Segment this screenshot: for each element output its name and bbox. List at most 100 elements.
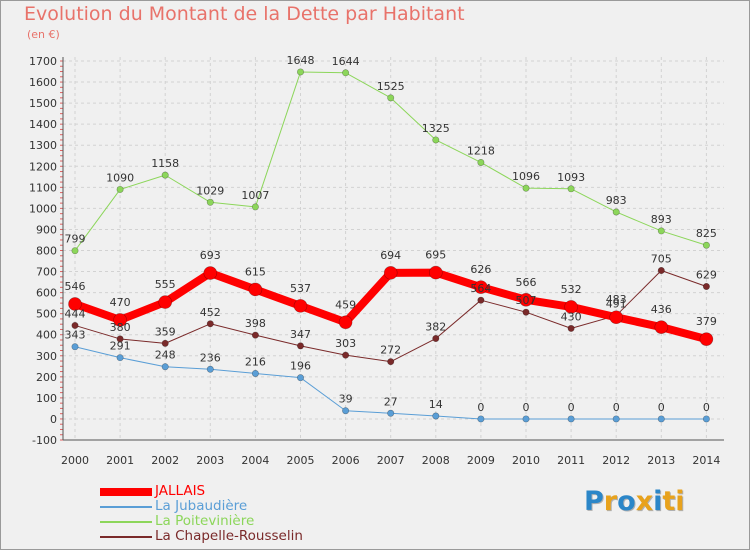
data-point [564, 300, 578, 314]
data-label: 615 [245, 265, 266, 278]
data-label: 626 [470, 263, 491, 276]
data-label: 0 [477, 401, 484, 414]
y-tick-label: -100 [32, 434, 57, 447]
data-label: 893 [651, 213, 672, 226]
data-point [428, 265, 443, 280]
x-tick-label: 2004 [241, 454, 269, 467]
data-point [609, 310, 624, 325]
logo-letter: P [584, 486, 604, 517]
data-label: 564 [470, 282, 491, 295]
legend: JALLAIS La Jubaudière La Poitevinière La… [100, 483, 360, 544]
data-label: 430 [561, 310, 582, 323]
y-tick-label: 800 [36, 245, 57, 258]
data-label: 1644 [332, 55, 360, 68]
data-label: 343 [65, 329, 86, 342]
logo-letter: r [603, 486, 618, 517]
data-point [522, 308, 530, 316]
data-label: 1029 [196, 184, 224, 197]
x-tick-label: 2008 [422, 454, 450, 467]
data-label: 694 [380, 249, 401, 262]
proxiti-logo: Proxiti [584, 486, 685, 517]
data-point [251, 331, 259, 339]
data-label: 1158 [151, 157, 179, 170]
data-point [567, 415, 575, 423]
data-label: 380 [110, 321, 131, 334]
data-label: 470 [110, 296, 131, 309]
data-label: 272 [380, 344, 401, 357]
data-label: 291 [110, 340, 131, 353]
x-tick-label: 2007 [377, 454, 405, 467]
data-label: 0 [703, 401, 710, 414]
data-label: 1090 [106, 171, 134, 184]
data-label: 566 [516, 276, 537, 289]
x-tick-label: 2005 [287, 454, 315, 467]
x-tick-label: 2001 [106, 454, 134, 467]
data-point [477, 415, 485, 423]
y-tick-label: 1400 [29, 118, 57, 131]
data-point [474, 280, 488, 294]
data-label: 1525 [377, 80, 405, 93]
data-point [158, 295, 172, 309]
data-point [342, 69, 350, 77]
data-point [702, 415, 710, 423]
x-tick-label: 2011 [557, 454, 585, 467]
data-label: 629 [696, 269, 717, 282]
data-point [654, 320, 669, 334]
data-point [71, 321, 79, 329]
data-point [71, 343, 79, 351]
legend-item: La Poitevinière [100, 513, 360, 529]
data-label: 0 [613, 401, 620, 414]
data-point [657, 227, 665, 235]
data-point [296, 374, 304, 382]
data-point [522, 184, 530, 192]
y-tick-label: 1300 [29, 139, 57, 152]
data-point [296, 68, 304, 76]
data-point [161, 363, 169, 371]
data-point [657, 267, 665, 275]
data-point [567, 185, 575, 193]
data-labels: 799 1090 1158 1029 1007 1648 1644 1525 1325 1218 1… [65, 54, 717, 414]
data-point [116, 354, 124, 362]
data-point [71, 247, 79, 255]
y-tick-label: 1500 [29, 97, 57, 110]
y-tick-label: 600 [36, 287, 57, 300]
data-point [432, 136, 440, 144]
data-label: 1096 [512, 170, 540, 183]
data-point [657, 415, 665, 423]
legend-label: La Jubaudière [155, 498, 248, 514]
legend-swatch [100, 488, 152, 496]
data-label: 303 [335, 337, 356, 350]
data-point [387, 358, 395, 366]
data-label: 705 [651, 253, 672, 266]
y-tick-label: 700 [36, 266, 57, 279]
x-tick-label: 2002 [151, 454, 179, 467]
data-point [432, 335, 440, 343]
grid [63, 57, 724, 441]
legend-swatch [100, 506, 152, 508]
data-label: 379 [696, 315, 717, 328]
data-point [387, 94, 395, 102]
data-label: 248 [155, 349, 176, 362]
y-tick-label: 0 [50, 413, 57, 426]
x-tick-label: 2014 [692, 454, 720, 467]
x-tick-label: 2003 [196, 454, 224, 467]
data-point [432, 412, 440, 420]
x-tick-label: 2012 [602, 454, 630, 467]
data-point [567, 324, 575, 332]
y-tick-label: 900 [36, 223, 57, 236]
y-tick-label: 200 [36, 371, 57, 384]
data-point [206, 365, 214, 373]
y-tick-label: 400 [36, 329, 57, 342]
axes: -100010020030040050060070080090010001100… [29, 55, 724, 467]
data-label: 216 [245, 355, 266, 368]
data-point [702, 241, 710, 249]
data-point [387, 409, 395, 417]
y-tick-label: 1000 [29, 202, 57, 215]
y-tick-label: 1200 [29, 160, 57, 173]
data-label: 483 [606, 293, 627, 306]
legend-label: JALLAIS [155, 483, 206, 499]
data-point [342, 407, 350, 415]
data-point [206, 320, 214, 328]
data-label: 799 [65, 233, 86, 246]
data-point [161, 339, 169, 347]
